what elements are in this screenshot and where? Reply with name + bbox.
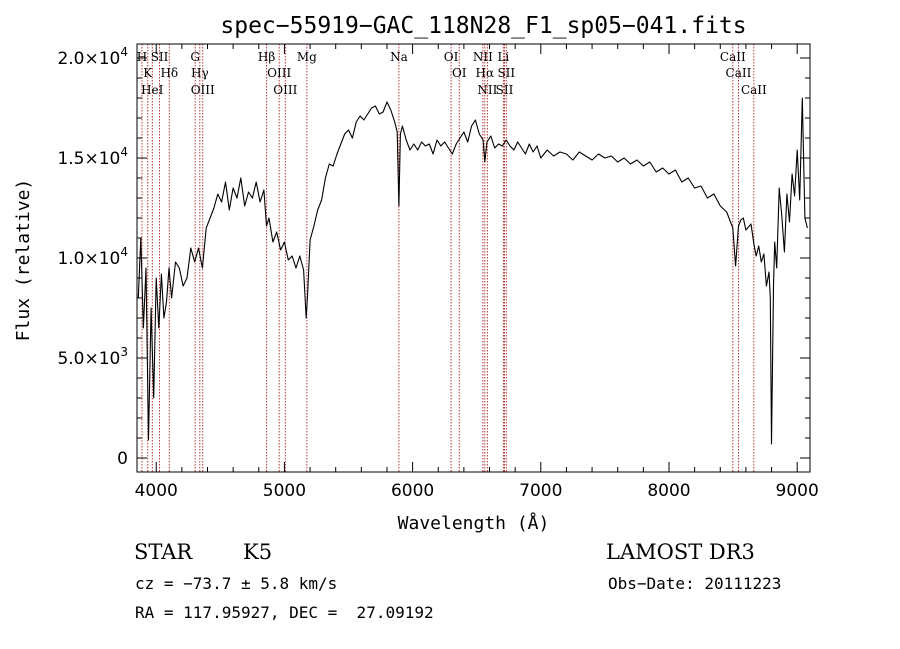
spectral-line-label: Li — [497, 50, 509, 64]
spectral-line-label: CaII — [720, 50, 746, 64]
x-axis-label: Wavelength (Å) — [398, 512, 550, 534]
object-class: STAR — [134, 540, 193, 564]
spectral-line-label: SII — [496, 83, 514, 97]
y-tick-label: 1.5×104 — [57, 145, 128, 169]
redshift-readout: cz = −73.7 ± 5.8 km/s — [135, 574, 338, 593]
x-tick-label: 5000 — [263, 481, 306, 501]
x-tick-label: 8000 — [647, 481, 690, 501]
spectrum-chart: HK HeI SII Hδ G Hγ OIII Hβ OIII OIII Mg Na OI OI NII Hα… — [13, 13, 819, 534]
spectral-line-label: Mg — [297, 50, 317, 64]
spectral-line-label: OIII — [273, 83, 297, 97]
spectral-line-label: NII — [473, 50, 493, 64]
x-tick-label: 9000 — [776, 481, 819, 501]
spectral-line-label: Hα — [475, 66, 494, 80]
spectral-line-label: Hγ — [191, 66, 209, 80]
plot-frame — [136, 43, 811, 473]
y-tick-label: 0 — [117, 449, 128, 469]
spectral-line-label: G — [190, 50, 200, 64]
object-subclass: K5 — [243, 540, 273, 564]
spectral-line-label: Na — [390, 50, 408, 64]
x-tick-label: 4000 — [135, 481, 178, 501]
spectral-line-label: K — [143, 66, 153, 80]
y-tick-label: 2.0×104 — [57, 45, 128, 69]
spectral-line-label: CaII — [726, 66, 752, 80]
spectral-line-label: SII — [151, 50, 169, 64]
spectral-line-label: OIII — [191, 83, 215, 97]
spectral-line-label: H — [137, 50, 147, 64]
spectral-line-label: Hβ — [258, 50, 275, 64]
coordinates: RA = 117.95927, DEC = 27.09192 — [135, 603, 434, 622]
spectral-line-label: Hδ — [160, 66, 178, 80]
spectral-line-label: CaII — [741, 83, 767, 97]
spectral-line-label: NII — [477, 83, 497, 97]
survey-label: LAMOST DR3 — [606, 540, 755, 564]
spectral-line-label: OIII — [267, 66, 291, 80]
x-tick-label: 6000 — [391, 481, 434, 501]
chart-title: spec−55919−GAC_118N28_F1_sp05−041.fits — [220, 13, 746, 39]
spectral-line-label: SII — [497, 66, 515, 80]
y-tick-label: 5.0×103 — [57, 345, 128, 369]
spectral-line-label: OI — [452, 66, 467, 80]
y-tick-label: 1.0×104 — [57, 245, 128, 269]
spectral-line-label: HeI — [141, 83, 164, 97]
flux-curve — [137, 97, 808, 445]
obs-date: Obs−Date: 20111223 — [608, 574, 782, 593]
x-tick-label: 7000 — [519, 481, 562, 501]
spectral-line-label: OI — [444, 50, 459, 64]
y-axis-label: Flux (relative) — [13, 179, 34, 342]
